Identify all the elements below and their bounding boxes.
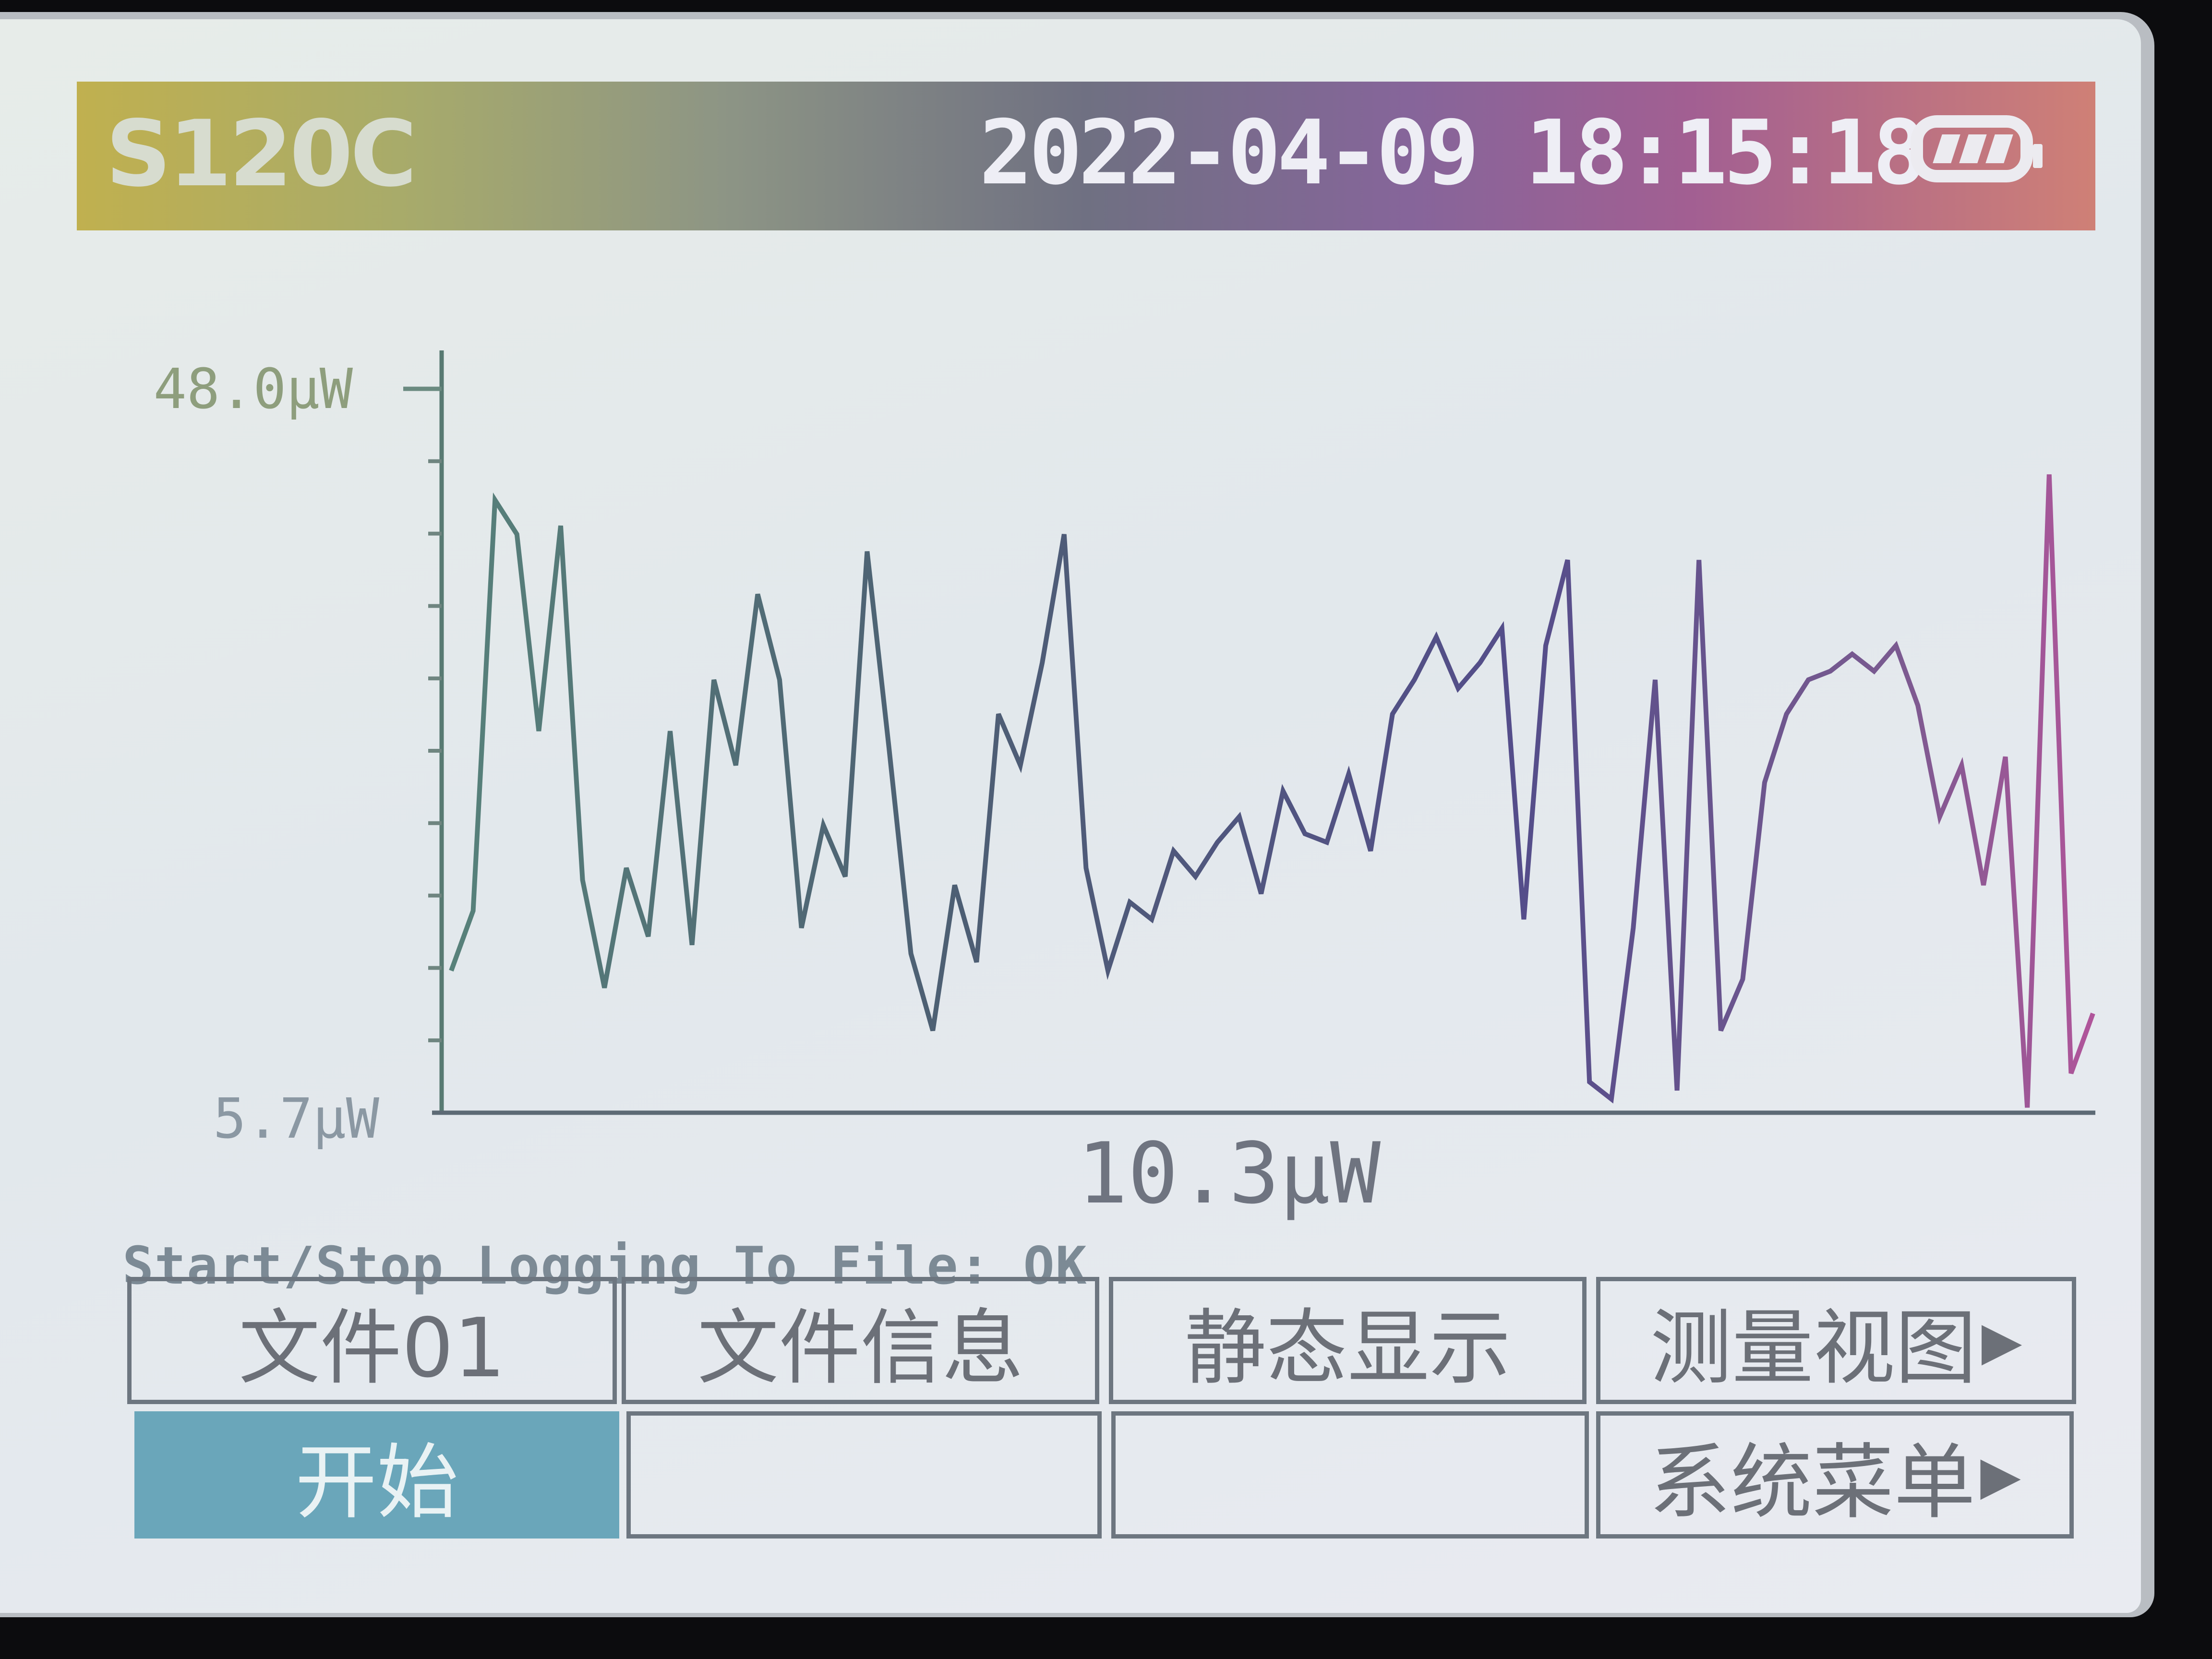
status-message: Start/Stop Logging To File: OK <box>122 1236 1088 1296</box>
softkey-start-label: 开始 <box>295 1435 458 1530</box>
power-trend-chart: 48.0μW 5.7μW 10.3μW <box>154 350 2095 1223</box>
device-model: S120C <box>106 101 417 207</box>
y-min-label: 5.7μW <box>213 1087 380 1151</box>
device-screen: S120C 2022-04-09 18:15:18 48.0μW 5.7μW <box>0 19 2141 1613</box>
softkey-measure-view[interactable]: 测量视图 ▶ <box>1596 1277 2076 1404</box>
softkey-empty-1[interactable] <box>626 1411 1102 1539</box>
softkey-file[interactable]: 文件01 <box>127 1277 617 1404</box>
softkey-start[interactable]: 开始 <box>134 1411 619 1539</box>
softkey-static-display[interactable]: 静态显示 <box>1109 1277 1587 1404</box>
softkey-system-menu[interactable]: 系统菜单 ▶ <box>1596 1411 2074 1539</box>
softkey-file-info-label: 文件信息 <box>697 1300 1024 1396</box>
submenu-arrow-icon: ▶ <box>1980 1444 2021 1506</box>
softkey-static-display-label: 静态显示 <box>1184 1300 1511 1396</box>
current-value-label: 10.3μW <box>1077 1125 1381 1223</box>
chart-axes <box>403 350 2095 1115</box>
power-trace-line <box>449 474 2095 1108</box>
softkey-file-info[interactable]: 文件信息 <box>622 1277 1099 1404</box>
softkey-measure-view-label: 测量视图 <box>1650 1300 1977 1396</box>
softkey-empty-2[interactable] <box>1111 1411 1589 1539</box>
datetime: 2022-04-09 18:15:18 <box>979 101 1926 204</box>
header-bar: S120C 2022-04-09 18:15:18 <box>77 82 2095 230</box>
softkey-file-label: 文件01 <box>238 1300 506 1396</box>
softkey-system-menu-label: 系统菜单 <box>1649 1435 1976 1530</box>
y-max-label: 48.0μW <box>154 357 353 421</box>
submenu-arrow-icon: ▶ <box>1981 1310 2022 1371</box>
